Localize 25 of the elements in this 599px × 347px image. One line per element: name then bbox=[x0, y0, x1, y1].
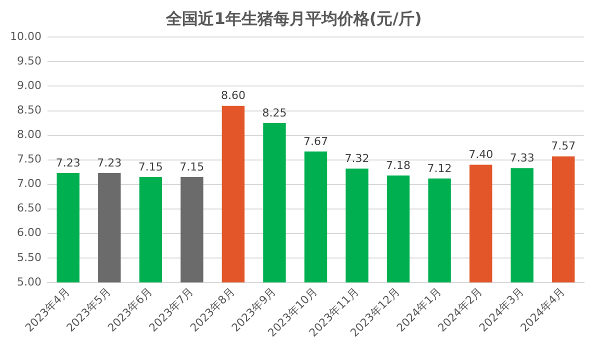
y-tick-label: 10.00 bbox=[10, 30, 42, 44]
data-label: 7.32 bbox=[344, 152, 370, 165]
data-label: 7.15 bbox=[180, 160, 204, 174]
y-tick-label: 9.00 bbox=[16, 79, 42, 92]
y-tick-label: 6.50 bbox=[16, 202, 42, 215]
data-label: 7.18 bbox=[386, 158, 411, 172]
y-tick-label: 8.50 bbox=[16, 104, 42, 117]
y-tick-label: 6.00 bbox=[16, 226, 42, 240]
data-label: 7.40 bbox=[468, 148, 494, 162]
y-tick-label: 5.00 bbox=[16, 275, 42, 288]
data-label: 7.33 bbox=[510, 152, 534, 165]
y-tick-label: 8.00 bbox=[16, 128, 42, 142]
y-tick-label: 7.00 bbox=[16, 177, 42, 190]
data-label: 8.60 bbox=[220, 89, 246, 102]
data-label: 7.67 bbox=[303, 134, 328, 148]
data-label: 7.57 bbox=[551, 140, 576, 153]
data-label: 7.23 bbox=[56, 156, 80, 170]
data-label: 7.23 bbox=[97, 156, 122, 170]
data-label: 8.25 bbox=[262, 106, 287, 120]
data-label: 7.12 bbox=[427, 162, 452, 175]
y-tick-label: 9.50 bbox=[16, 54, 42, 68]
data-label: 7.15 bbox=[138, 160, 163, 174]
y-tick-label: 5.50 bbox=[16, 250, 42, 264]
y-tick-label: 7.50 bbox=[16, 152, 42, 166]
chart-title: 全国近1年生猪每月平均价格(元/斤) bbox=[165, 8, 422, 28]
